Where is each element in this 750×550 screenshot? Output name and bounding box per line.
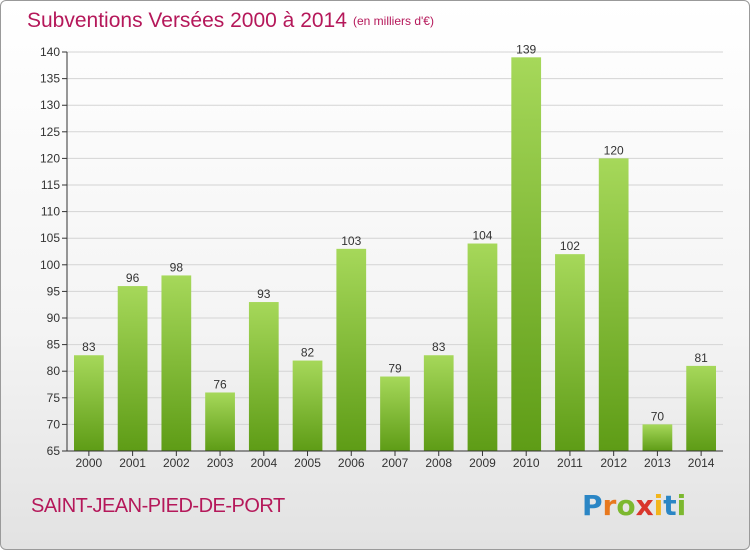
commune-name: SAINT-JEAN-PIED-DE-PORT (31, 495, 285, 517)
bar-value-label: 98 (170, 260, 184, 274)
bar (248, 302, 279, 451)
x-tick-label: 2007 (382, 456, 409, 470)
bar-value-label: 82 (301, 346, 315, 360)
x-tick-label: 2006 (338, 456, 365, 470)
axes: 65 70 75 80 85 90 95 100 105 110 115 120 125 130 135 14… (40, 45, 723, 470)
bar (73, 355, 104, 451)
bar (467, 243, 498, 451)
bar-value-label: 120 (604, 143, 624, 157)
bar-value-label: 81 (694, 351, 708, 365)
bar (380, 376, 410, 451)
chart-title: Subventions Versées 2000 à 2014 (27, 9, 347, 32)
bar (205, 392, 235, 451)
logo-letter: t (663, 489, 677, 522)
logo-letter: o (616, 489, 636, 522)
bar (117, 286, 148, 451)
x-tick-label: 2014 (688, 456, 715, 470)
chart-unit-note: (en milliers d'€) (353, 14, 434, 28)
bar (161, 275, 192, 451)
x-tick-label: 2010 (513, 456, 540, 470)
y-tick-label: 105 (40, 231, 60, 245)
y-tick-label: 95 (47, 284, 61, 298)
bar-value-label: 96 (126, 271, 140, 285)
x-tick-label: 2004 (250, 456, 277, 470)
y-tick-label: 65 (47, 444, 61, 458)
logo-letter: x (635, 489, 654, 522)
bar-value-label: 83 (432, 340, 446, 354)
bar-value-label: 103 (341, 234, 361, 248)
y-tick-label: 80 (47, 364, 61, 378)
bar (511, 57, 542, 451)
bar (642, 424, 673, 451)
x-tick-label: 2002 (163, 456, 190, 470)
logo-letter: i (676, 489, 687, 522)
x-tick-label: 2011 (557, 456, 583, 470)
x-tick-label: 2003 (207, 456, 234, 470)
y-tick-label: 135 (40, 72, 60, 86)
y-tick-label: 115 (41, 178, 60, 192)
y-tick-label: 125 (40, 125, 60, 139)
bar-value-label: 102 (560, 239, 580, 253)
logo-letter: P (582, 489, 603, 522)
y-tick-label: 85 (47, 338, 61, 352)
proxiti-logo: Proxiti (582, 489, 686, 522)
bar (686, 365, 717, 451)
x-tick-label: 2001 (119, 456, 146, 470)
x-tick-label: 2009 (469, 456, 496, 470)
bar-value-label: 79 (388, 362, 402, 376)
x-tick-label: 2000 (76, 456, 103, 470)
bar-value-label: 93 (257, 287, 271, 301)
logo-letter: i (653, 489, 664, 522)
logo-letter: r (602, 489, 617, 522)
bars: 83 96 98 76 93 82 103 79 83 104 139 102 120 70 81 (73, 42, 717, 451)
bar (336, 248, 367, 451)
x-tick-label: 2013 (644, 456, 671, 470)
y-tick-label: 70 (47, 417, 61, 431)
y-tick-label: 75 (47, 391, 61, 405)
y-tick-label: 120 (40, 151, 60, 165)
bar (292, 360, 323, 451)
y-tick-label: 100 (40, 258, 60, 272)
bar-value-label: 104 (472, 229, 492, 243)
y-tick-label: 110 (41, 205, 60, 219)
y-tick-label: 140 (40, 45, 60, 59)
bar (423, 355, 454, 451)
x-tick-label: 2005 (294, 456, 321, 470)
bar-value-label: 139 (516, 42, 536, 56)
bar-value-label: 76 (213, 377, 227, 391)
bar-value-label: 70 (651, 409, 665, 423)
bar (598, 158, 629, 451)
y-tick-label: 90 (47, 311, 61, 325)
bar-value-label: 83 (82, 340, 96, 354)
x-tick-label: 2008 (425, 456, 452, 470)
x-tick-label: 2012 (600, 456, 627, 470)
bar (555, 254, 585, 451)
y-tick-label: 130 (40, 98, 60, 112)
